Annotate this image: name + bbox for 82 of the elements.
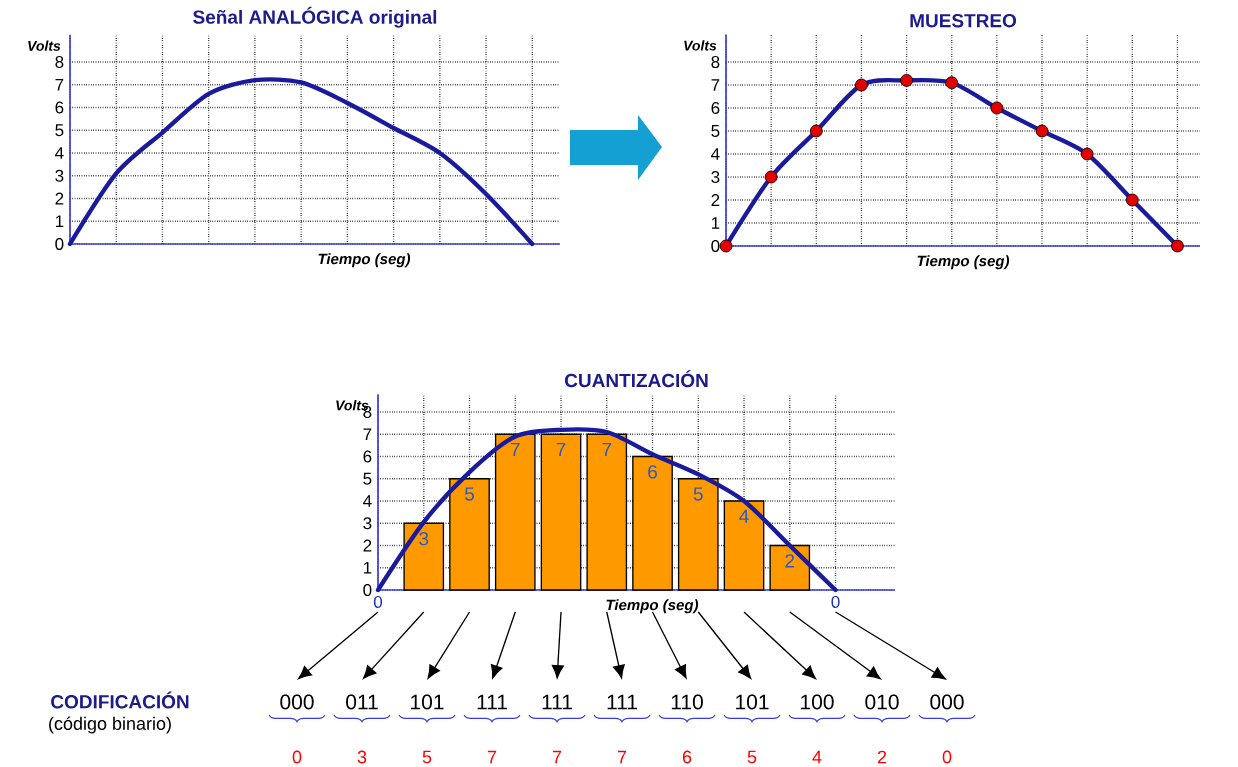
text: 7	[617, 750, 627, 764]
y-tick-label: 1	[711, 217, 720, 229]
text: 5	[422, 750, 432, 764]
y-tick-label: 8	[55, 55, 64, 69]
line-series	[67, 77, 535, 247]
y-tick-label: 3	[711, 170, 720, 184]
y-tick-label: 1	[363, 561, 372, 574]
data-label: 5	[464, 487, 475, 501]
y-axis-title: Volts	[28, 40, 61, 51]
text: 7	[552, 750, 562, 764]
x-axis-title: Tiempo (seg)	[606, 599, 699, 614]
point	[764, 170, 778, 184]
text: CODIFICACIÓN	[51, 691, 189, 709]
data-label: 5	[693, 487, 703, 501]
chart-title: MUESTREO	[910, 13, 1017, 28]
point	[900, 73, 914, 87]
data-label: 6	[648, 465, 657, 479]
text: 0	[942, 750, 952, 764]
point	[719, 239, 733, 253]
text: 111	[542, 694, 572, 710]
y-tick-label: 6	[363, 450, 372, 463]
point	[1171, 239, 1184, 253]
text: (código binario)	[49, 716, 171, 734]
text: 111	[607, 694, 637, 710]
data-label: 3	[419, 531, 429, 546]
y-axis-title: Volts	[684, 40, 717, 51]
text: 000	[930, 694, 964, 710]
text: 111	[477, 694, 507, 710]
y-tick-label: 4	[363, 495, 372, 507]
y-tick-label: 6	[55, 101, 64, 114]
point	[990, 101, 1004, 115]
point	[809, 124, 823, 138]
y-tick-label: 0	[363, 583, 372, 597]
line-series	[375, 427, 838, 593]
y-tick-label: 7	[55, 78, 64, 91]
bar	[494, 433, 536, 591]
y-tick-label: 5	[55, 124, 64, 137]
text: 0	[292, 750, 302, 764]
text: 2	[877, 750, 887, 764]
text: 010	[865, 694, 899, 710]
data-label: 7	[556, 442, 566, 456]
point	[1035, 124, 1049, 138]
text: 5	[747, 750, 757, 764]
y-tick-label: 2	[55, 192, 64, 205]
text: 101	[736, 694, 769, 710]
text: 101	[411, 694, 444, 710]
text: 6	[682, 750, 692, 764]
bar	[769, 544, 811, 591]
data-label: 4	[739, 509, 749, 523]
y-tick-label: 0	[55, 237, 64, 250]
bar	[586, 433, 628, 591]
point	[1125, 193, 1139, 207]
point	[945, 76, 959, 90]
y-tick-label: 4	[55, 147, 64, 159]
y-tick-label: 2	[363, 539, 372, 552]
y-tick-label: 0	[711, 239, 720, 252]
y-tick-label: 7	[711, 79, 720, 91]
chart-title: Señal ANALÓGICA original	[193, 6, 437, 28]
data-label: 7	[510, 442, 520, 456]
data-label: 7	[602, 442, 612, 456]
point	[855, 78, 868, 92]
y-tick-label: 2	[711, 194, 720, 206]
y-tick-label: 3	[363, 517, 372, 530]
text: 100	[801, 694, 834, 710]
y-tick-label: 4	[711, 148, 720, 160]
y-tick-label: 6	[711, 101, 720, 115]
text: 4	[812, 750, 822, 764]
text: 110	[671, 694, 703, 710]
y-tick-label: 3	[55, 169, 64, 182]
y-tick-label: 7	[363, 428, 372, 441]
y-tick-label: 5	[363, 472, 372, 485]
text: 011	[346, 694, 378, 710]
y-tick-label: 1	[55, 215, 64, 228]
chart-title: CUANTIZACIÓN	[564, 370, 708, 388]
y-tick-label: 5	[711, 125, 720, 137]
point	[1080, 147, 1094, 161]
text: 000	[280, 694, 314, 710]
x-axis-title: Tiempo (seg)	[318, 253, 411, 268]
text: 7	[487, 750, 497, 764]
x-axis-title: Tiempo (seg)	[917, 255, 1010, 270]
data-label: 2	[785, 554, 795, 568]
y-tick-label: 8	[711, 55, 720, 69]
